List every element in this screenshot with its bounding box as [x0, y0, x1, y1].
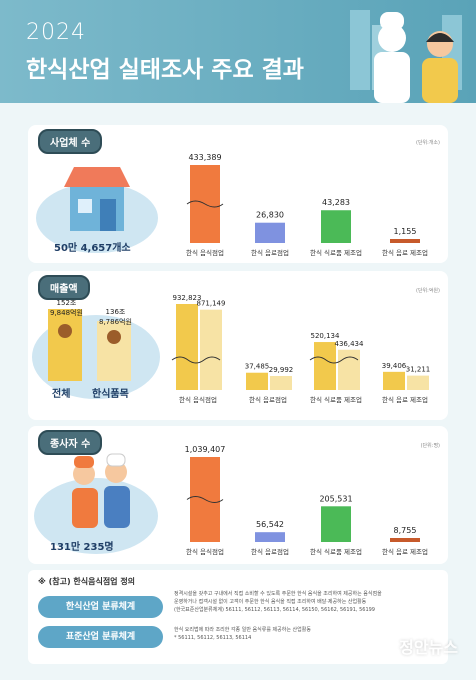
sales-category-label: 한식 음료점업 [249, 395, 287, 404]
employees-category-label: 한식 음료 제조업 [382, 547, 428, 556]
sales-value-label: 31,211 [406, 366, 431, 374]
sales-bar [200, 309, 222, 390]
sales-category-label: 한식 음식점업 [179, 395, 217, 404]
business-category-label: 한식 음식점업 [186, 248, 224, 257]
business-bar [390, 239, 420, 243]
sales-card: 매출액 (단위:억원) 152조 9,848억원 136조 8,786억원 전체… [28, 271, 448, 420]
sales-unit: (단위:억원) [416, 288, 440, 294]
employees-bar [390, 538, 420, 542]
notes-row1-text: 정격시설을 갖추고 구내에서 직접 소비할 수 있도록 주문한 한식 음식을 조… [174, 591, 382, 613]
sales-section-label: 매출액 [38, 275, 90, 300]
business-total: 50만 4,657개소 [54, 243, 131, 254]
notes-row1-label: 한식산업 분류체계 [38, 596, 163, 618]
sales-value-label: 37,485 [245, 363, 270, 371]
employees-category-label: 한식 음식점업 [186, 547, 224, 556]
employees-card: 종사자 수 (단위:명) 131만 235명 [28, 426, 448, 564]
business-count-card: 사업체 수 (단위:개소) 50만 4,657개소 [28, 125, 448, 263]
business-category-label: 한식 음료 제조업 [382, 248, 428, 257]
sales-total-korean-value: 136조 8,786억원 [99, 308, 132, 326]
header-banner: 2024 한식산업 실태조사 주요 결과 [0, 0, 476, 103]
sales-bar [338, 349, 360, 390]
notes-heading: ※ (참고) 한식음식점업 정의 [38, 577, 136, 586]
watermark: 정안뉴스 [399, 638, 458, 657]
header-illustration [350, 10, 462, 103]
sales-value-label: 39,406 [382, 362, 407, 370]
business-value-label: 26,830 [256, 211, 284, 220]
chefs-icon [72, 453, 130, 528]
business-value-label: 1,155 [394, 227, 417, 236]
sales-total-all-label: 전체 [52, 389, 71, 400]
employees-category-label: 한식 식료품 제조업 [310, 547, 362, 556]
business-category-label: 한식 식료품 제조업 [310, 248, 362, 257]
sales-bar [383, 371, 405, 390]
sales-value-label: 436,434 [335, 340, 364, 348]
employees-value-label: 8,755 [394, 526, 417, 535]
sales-category-label: 한식 음료 제조업 [382, 395, 428, 404]
business-bar [321, 210, 351, 243]
sales-value-label: 932,823 [173, 294, 202, 302]
sales-summary-bars [48, 309, 131, 381]
sales-total-all-value: 152조 9,848억원 [50, 299, 83, 317]
employees-category-label: 한식 음료점업 [251, 547, 289, 556]
sales-bar [246, 372, 268, 390]
employees-break-mark [186, 496, 224, 503]
employees-unit: (단위:명) [420, 443, 440, 449]
business-category-label: 한식 음료점업 [251, 248, 289, 257]
header-title: 한식산업 실태조사 주요 결과 [26, 57, 304, 83]
employees-value-label: 56,542 [256, 520, 284, 529]
employees-bar [255, 532, 285, 542]
sales-bar [314, 342, 336, 390]
business-section-label: 사업체 수 [38, 129, 103, 154]
notes-row2-label: 표준산업 분류체계 [38, 626, 163, 648]
employees-value-label: 1,039,407 [185, 445, 226, 454]
sales-value-label: 520,134 [311, 332, 340, 340]
sales-break-mark [171, 356, 221, 364]
notes-box: ※ (참고) 한식음식점업 정의 한식산업 분류체계 정격시설을 갖추고 구내에… [28, 570, 448, 664]
business-bar [255, 222, 285, 243]
sales-bar [270, 376, 292, 390]
employees-value-label: 205,531 [319, 494, 352, 503]
employees-total: 131만 235명 [50, 542, 114, 553]
header-year: 2024 [26, 20, 86, 45]
sales-total-korean-label: 한식품목 [92, 389, 129, 400]
business-value-label: 433,389 [188, 153, 221, 162]
sales-bar [176, 304, 198, 390]
store-icon [64, 167, 130, 231]
business-value-label: 43,283 [322, 198, 350, 207]
sales-category-label: 한식 식료품 제조업 [310, 395, 362, 404]
business-unit: (단위:개소) [416, 140, 440, 146]
sales-break-mark [309, 356, 359, 364]
employees-bar [321, 506, 351, 542]
employees-section-label: 종사자 수 [38, 430, 103, 455]
business-break-mark [186, 200, 224, 208]
sales-bar [407, 375, 429, 390]
sales-value-label: 29,992 [269, 366, 294, 374]
sales-value-label: 871,149 [197, 300, 226, 308]
notes-row2-text: 한식 요리법에 따라 조리한 각종 일반 음식류를 제공하는 산업활동 * 56… [174, 627, 311, 641]
